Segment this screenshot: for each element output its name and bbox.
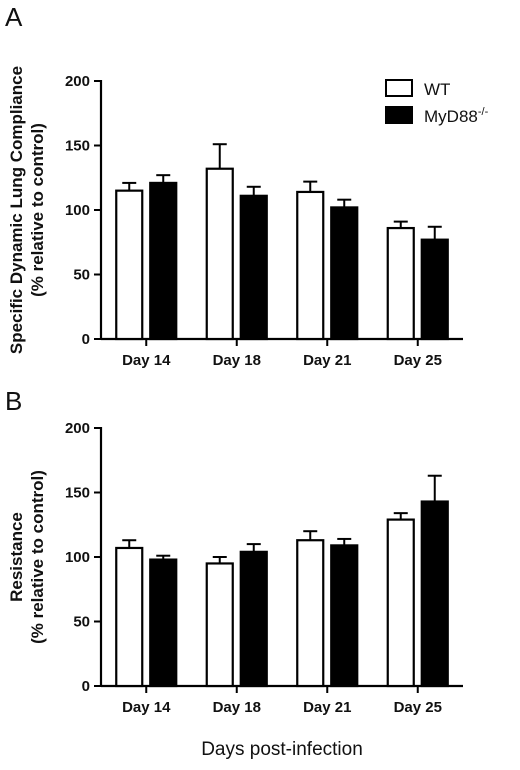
panel-b-bar-myd88 <box>149 558 178 688</box>
panel-b-ytick-label: 100 <box>65 549 90 566</box>
panel-b-ytick-label: 200 <box>65 420 90 437</box>
panel-b-bar-myd88 <box>420 500 449 688</box>
panel-b-bar-wt <box>296 539 325 688</box>
panel-a-category-label: Day 25 <box>394 352 442 369</box>
panel-b-letter: B <box>5 386 22 416</box>
panel-a-plot: 0 50 100 150 200 Day 14 Day 18 Day 21 Day 25 <box>65 73 463 369</box>
panel-a-bar-myd88 <box>239 194 268 341</box>
panel-a-category-label: Day 21 <box>303 352 351 369</box>
panel-b-plot: 0 50 100 150 200 Day 14 Day 18 Day 21 Day 25 <box>65 420 463 716</box>
panel-a: A Specific Dynamic Lung Compliance (% re… <box>5 2 463 369</box>
panel-a-bar-myd88 <box>330 206 359 341</box>
panel-b-bar-wt <box>205 562 234 688</box>
legend: WT MyD88-/- <box>385 79 489 126</box>
panel-a-bar-wt <box>205 167 234 341</box>
x-axis-label: Days post-infection <box>201 739 363 760</box>
panel-b-ytick-label: 150 <box>65 485 90 502</box>
panel-a-bar-wt <box>296 190 325 341</box>
panel-b-ylabel-line-1: Resistance <box>7 512 26 602</box>
panel-b-bar-wt <box>386 518 415 688</box>
panel-a-letter: A <box>5 2 23 32</box>
legend-label-myd88: MyD88-/- <box>424 106 489 126</box>
panel-a-ylabel-line-1: Specific Dynamic Lung Compliance <box>7 66 26 354</box>
panel-b-category-label: Day 25 <box>394 699 442 716</box>
panel-b-ytick-label: 0 <box>82 678 90 695</box>
panel-a-ylabel-line-2: (% relative to control) <box>28 123 47 297</box>
panel-b-bar-myd88 <box>330 544 359 688</box>
panel-b-bar-myd88 <box>239 550 268 688</box>
panel-a-ytick-label: 0 <box>82 331 90 348</box>
panel-a-ytick-label: 200 <box>65 73 90 90</box>
panel-b-category-label: Day 14 <box>122 699 171 716</box>
panel-a-bar-wt <box>386 226 415 341</box>
panel-b-category-label: Day 18 <box>213 699 261 716</box>
panel-b-ytick-label: 50 <box>73 614 90 631</box>
panel-a-bar-myd88 <box>149 181 178 341</box>
panel-b: B Resistance (% relative to control) 0 50… <box>5 386 463 716</box>
panel-a-ytick-label: 100 <box>65 202 90 219</box>
legend-swatch-myd88 <box>385 106 413 124</box>
legend-swatch-wt <box>385 79 413 97</box>
panel-a-ytick-label: 150 <box>65 138 90 155</box>
panel-a-bar-wt <box>115 189 144 341</box>
legend-label-wt: WT <box>424 80 450 99</box>
legend-label-myd88-main: MyD88 <box>424 107 478 126</box>
panel-a-ytick-label: 50 <box>73 267 90 284</box>
legend-label-myd88-sup: -/- <box>478 106 489 118</box>
panel-b-bar-wt <box>115 546 144 688</box>
panel-a-category-label: Day 18 <box>213 352 261 369</box>
panel-b-category-label: Day 21 <box>303 699 351 716</box>
panel-b-ylabel-line-2: (% relative to control) <box>28 470 47 644</box>
panel-a-category-label: Day 14 <box>122 352 171 369</box>
panel-a-bar-myd88 <box>420 238 449 341</box>
